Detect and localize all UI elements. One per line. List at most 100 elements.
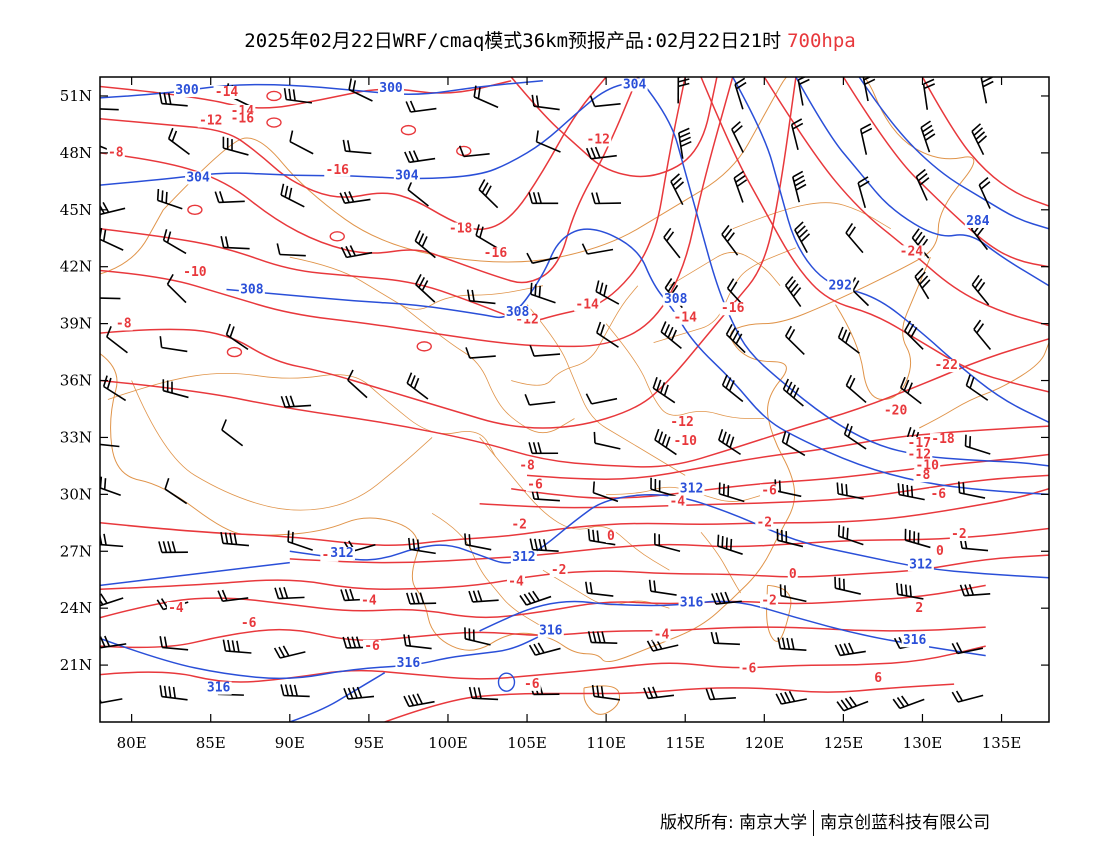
wind-barb [971,123,988,156]
height-label-bg [238,283,265,297]
height-label-bg [621,78,648,92]
plot-background [100,77,1049,722]
korea-boundary [835,257,931,401]
temperature-label-bg [181,266,208,280]
temperature-label: 0 [607,529,615,544]
height-label: 308 [240,282,264,297]
temperature-label: -4 [168,601,184,616]
height-label: 316 [207,681,231,696]
height-contour [637,77,1049,467]
temperature-label-bg [585,133,612,147]
wind-barb [531,94,560,111]
temperature-label-bg [760,594,779,608]
wind-barb [159,636,189,651]
height-label-bg [510,550,537,564]
wind-barb [214,191,245,204]
wind-barb [587,631,618,644]
wind-barb [348,78,373,102]
copyright-right: 南京创蓝科技有限公司 [820,813,991,833]
wind-barb [100,202,126,216]
wind-barb [162,379,189,399]
wind-barb [217,589,249,602]
temperature-closed-contour [187,204,203,215]
temperature-isotherm [842,77,1049,268]
wind-barb [403,634,432,650]
temperature-label: -4 [508,574,524,589]
wind-barb [845,222,864,254]
height-contour [795,77,1049,287]
temperature-isotherm [511,453,1049,499]
temperature-isotherm [100,77,734,348]
temperature-closed-contour [266,117,282,128]
wind-barb [794,221,811,254]
temperature-label: -6 [241,616,257,631]
wind-barb [654,428,677,456]
temperature-label: -8 [116,316,132,331]
temperature-isotherm [526,425,1049,480]
lon-label: 105E [507,734,547,752]
height-label: 312 [680,481,703,496]
map-axes: 51N 48N 45N 42N 39N 36N 33N 30N 27N 24N 21N 80E 85E 9… [60,77,1049,752]
province-boundary [700,532,741,594]
wind-barb [524,394,556,406]
temperature-label-bg [525,478,544,492]
temperature-label: -18 [931,432,955,447]
wind-barb [922,78,936,110]
height-label-bg [378,82,405,96]
temperature-label-bg [898,245,925,259]
wind-barb [725,324,746,354]
wind-barb [289,130,314,155]
temperature-label-bg [873,672,884,686]
province-boundary [400,304,575,434]
temperature-label-bg [672,435,699,449]
height-label: 308 [506,305,530,320]
temperature-label-bg [760,484,779,498]
wind-barb [222,639,252,654]
temperature-label-bg [363,639,382,653]
wind-barb [464,533,492,551]
temperature-label-bg [930,433,957,447]
wind-barb [581,243,614,255]
wind-barb [343,686,375,700]
wind-barb [845,374,867,404]
lat-label: 48N [60,144,92,162]
height-label-bg [173,84,200,98]
wind-barb [836,482,864,500]
lat-label: 51N [60,87,92,105]
lon-label: 90E [275,734,305,752]
wind-barb [904,528,931,549]
wind-barb [164,478,188,505]
temperature-label: -16 [721,301,745,316]
wind-barb [857,176,870,209]
temperature-isotherm [763,77,1049,327]
temperature-label: -14 [215,85,239,100]
wind-barb [654,533,681,553]
wind-barb [526,252,558,264]
height-contour [226,228,1049,496]
wind-barb [718,482,745,503]
wind-barb [792,170,807,203]
height-contour [100,80,638,186]
temperature-label: -14 [673,311,697,326]
wind-barb [779,584,807,603]
wind-barb [920,120,936,153]
height-label: 300 [379,81,403,96]
lat-label: 27N [60,542,92,560]
height-label: 316 [903,633,927,648]
height-label: 292 [828,278,851,293]
height-label: 300 [175,83,199,98]
temperature-label-bg [213,85,240,99]
temperature-closed-contour [329,231,345,242]
wind-barb [904,320,924,350]
wind-barb [836,696,869,712]
wind-barb [162,229,187,255]
province-boundaries [100,77,1049,715]
province-boundary [526,304,686,476]
wind-barb [473,85,499,109]
temperature-label: -2 [511,518,527,533]
title-main: 2025年02月22日WRF/cmaq模式36km预报产品:02月22日21时 [244,30,782,52]
temperature-label: 2 [915,601,923,616]
height-contour [289,493,1049,579]
copyright-left: 版权所有: 南京大学 [660,813,808,833]
temperature-label: -8 [108,146,124,161]
